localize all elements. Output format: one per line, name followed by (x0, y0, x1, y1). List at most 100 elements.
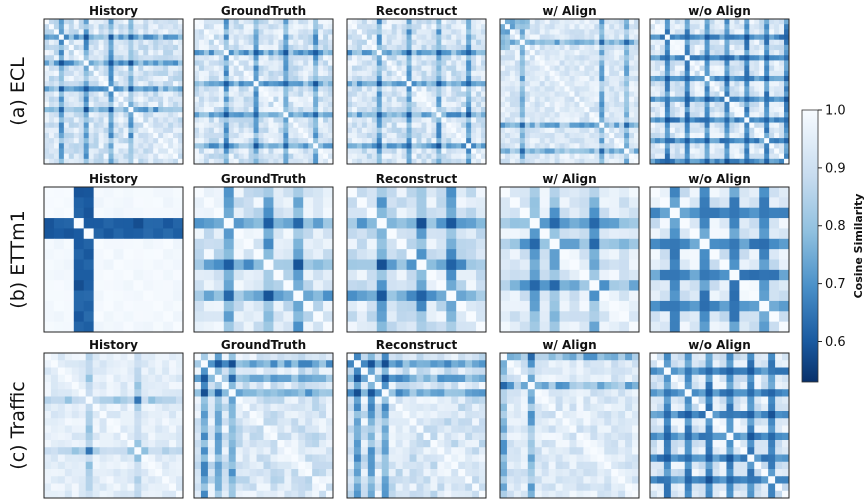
heatmap-cell (714, 112, 720, 118)
heatmap-cell (436, 290, 447, 302)
heatmap-cell (92, 367, 100, 376)
heatmap-cell (500, 148, 506, 155)
heatmap-cell (194, 60, 200, 67)
heatmap-cell (779, 269, 790, 281)
heatmap-cell (248, 158, 254, 165)
heatmap-cell (143, 34, 149, 41)
heatmap-cell (669, 207, 681, 219)
heatmap-cell (749, 228, 760, 240)
heatmap-cell (134, 367, 142, 376)
column-title: w/o Align (688, 4, 751, 18)
heatmap-cell (426, 132, 432, 139)
heatmap-cell (659, 259, 671, 271)
heatmap-cell (143, 122, 149, 129)
heatmap-cell (714, 138, 720, 144)
heatmap-cell (173, 29, 179, 35)
heatmap-cell (78, 24, 85, 30)
heatmap-cell (476, 117, 482, 123)
heatmap-cell (273, 207, 284, 219)
heatmap-cell (689, 269, 701, 281)
heatmap-cell (684, 34, 691, 41)
heatmap-cell (288, 44, 294, 51)
heatmap-cell (564, 55, 570, 61)
heatmap-cell (178, 44, 184, 51)
heatmap-cell (719, 207, 730, 219)
heatmap-cell (248, 81, 254, 87)
heatmap-cell (669, 44, 676, 51)
heatmap-cell (431, 86, 437, 92)
heatmap-cell (519, 107, 526, 113)
heatmap-cell (619, 127, 625, 134)
heatmap-cell (594, 75, 600, 82)
heatmap-cell (323, 34, 329, 41)
heatmap-cell (654, 81, 661, 87)
heatmap-cell (248, 44, 254, 51)
heatmap-cell (699, 91, 705, 98)
heatmap-cell (303, 259, 314, 271)
heatmap-cell (313, 122, 319, 129)
heatmap-cell (283, 138, 289, 144)
heatmap-cell (158, 34, 164, 41)
heatmap-cell (694, 148, 701, 155)
heatmap-cell (709, 50, 715, 56)
heatmap-cell (323, 19, 329, 25)
heatmap-cell (684, 65, 691, 72)
heatmap-cell (624, 24, 630, 30)
heatmap-cell (729, 280, 740, 291)
heatmap-cell (431, 138, 437, 144)
heatmap-cell (724, 91, 730, 98)
heatmap-cell (411, 75, 417, 82)
heatmap-cell (347, 132, 353, 139)
heatmap-cell (298, 138, 304, 144)
heatmap-cell (376, 91, 383, 98)
heatmap-cell (108, 24, 114, 30)
heatmap-cell (769, 112, 775, 118)
heatmap-cell (213, 55, 220, 61)
heatmap-cell (579, 65, 585, 72)
heatmap-cell (63, 112, 70, 118)
heatmap-cell (456, 39, 462, 46)
heatmap-cell (73, 143, 80, 149)
heatmap-cell (303, 218, 314, 229)
row-label: (b) ETTm1 (7, 210, 29, 308)
heatmap-cell (664, 138, 671, 144)
heatmap-cell (298, 96, 304, 103)
heatmap-cell (308, 148, 314, 155)
heatmap-cell (624, 44, 630, 51)
heatmap-cell (446, 127, 452, 134)
heatmap-cell (436, 238, 447, 250)
heatmap-cell (441, 34, 447, 41)
heatmap-cell (366, 300, 378, 312)
heatmap-cell (303, 280, 314, 291)
heatmap-cell (599, 238, 610, 250)
heatmap-cell (128, 101, 134, 108)
heatmap-cell (431, 34, 437, 41)
heatmap-cell (213, 218, 225, 229)
heatmap-cell (63, 132, 70, 139)
heatmap-cell (759, 228, 770, 240)
heatmap-cell (228, 101, 235, 108)
heatmap-cell (391, 101, 398, 108)
heatmap-cell (426, 197, 437, 209)
heatmap-cell (223, 44, 230, 51)
heatmap-cell (128, 39, 134, 46)
heatmap-cell (500, 290, 511, 302)
heatmap-cell (549, 197, 560, 209)
heatmap-cell (599, 311, 610, 323)
heatmap-cell (143, 117, 149, 123)
heatmap-cell (58, 143, 65, 149)
heatmap-cell (669, 107, 676, 113)
heatmap-cell (559, 39, 565, 46)
heatmap-cell (451, 122, 457, 129)
heatmap-cell (351, 96, 358, 103)
heatmap-cell (53, 228, 65, 240)
heatmap-cell (664, 60, 671, 67)
heatmap-cell (88, 117, 95, 123)
heatmap-cell (669, 321, 681, 333)
heatmap-cell (709, 158, 715, 165)
heatmap-cell (391, 50, 398, 56)
heatmap-cell (133, 112, 139, 118)
heatmap-cell (123, 300, 134, 312)
heatmap-cell (163, 70, 169, 77)
heatmap-cell (529, 269, 541, 281)
